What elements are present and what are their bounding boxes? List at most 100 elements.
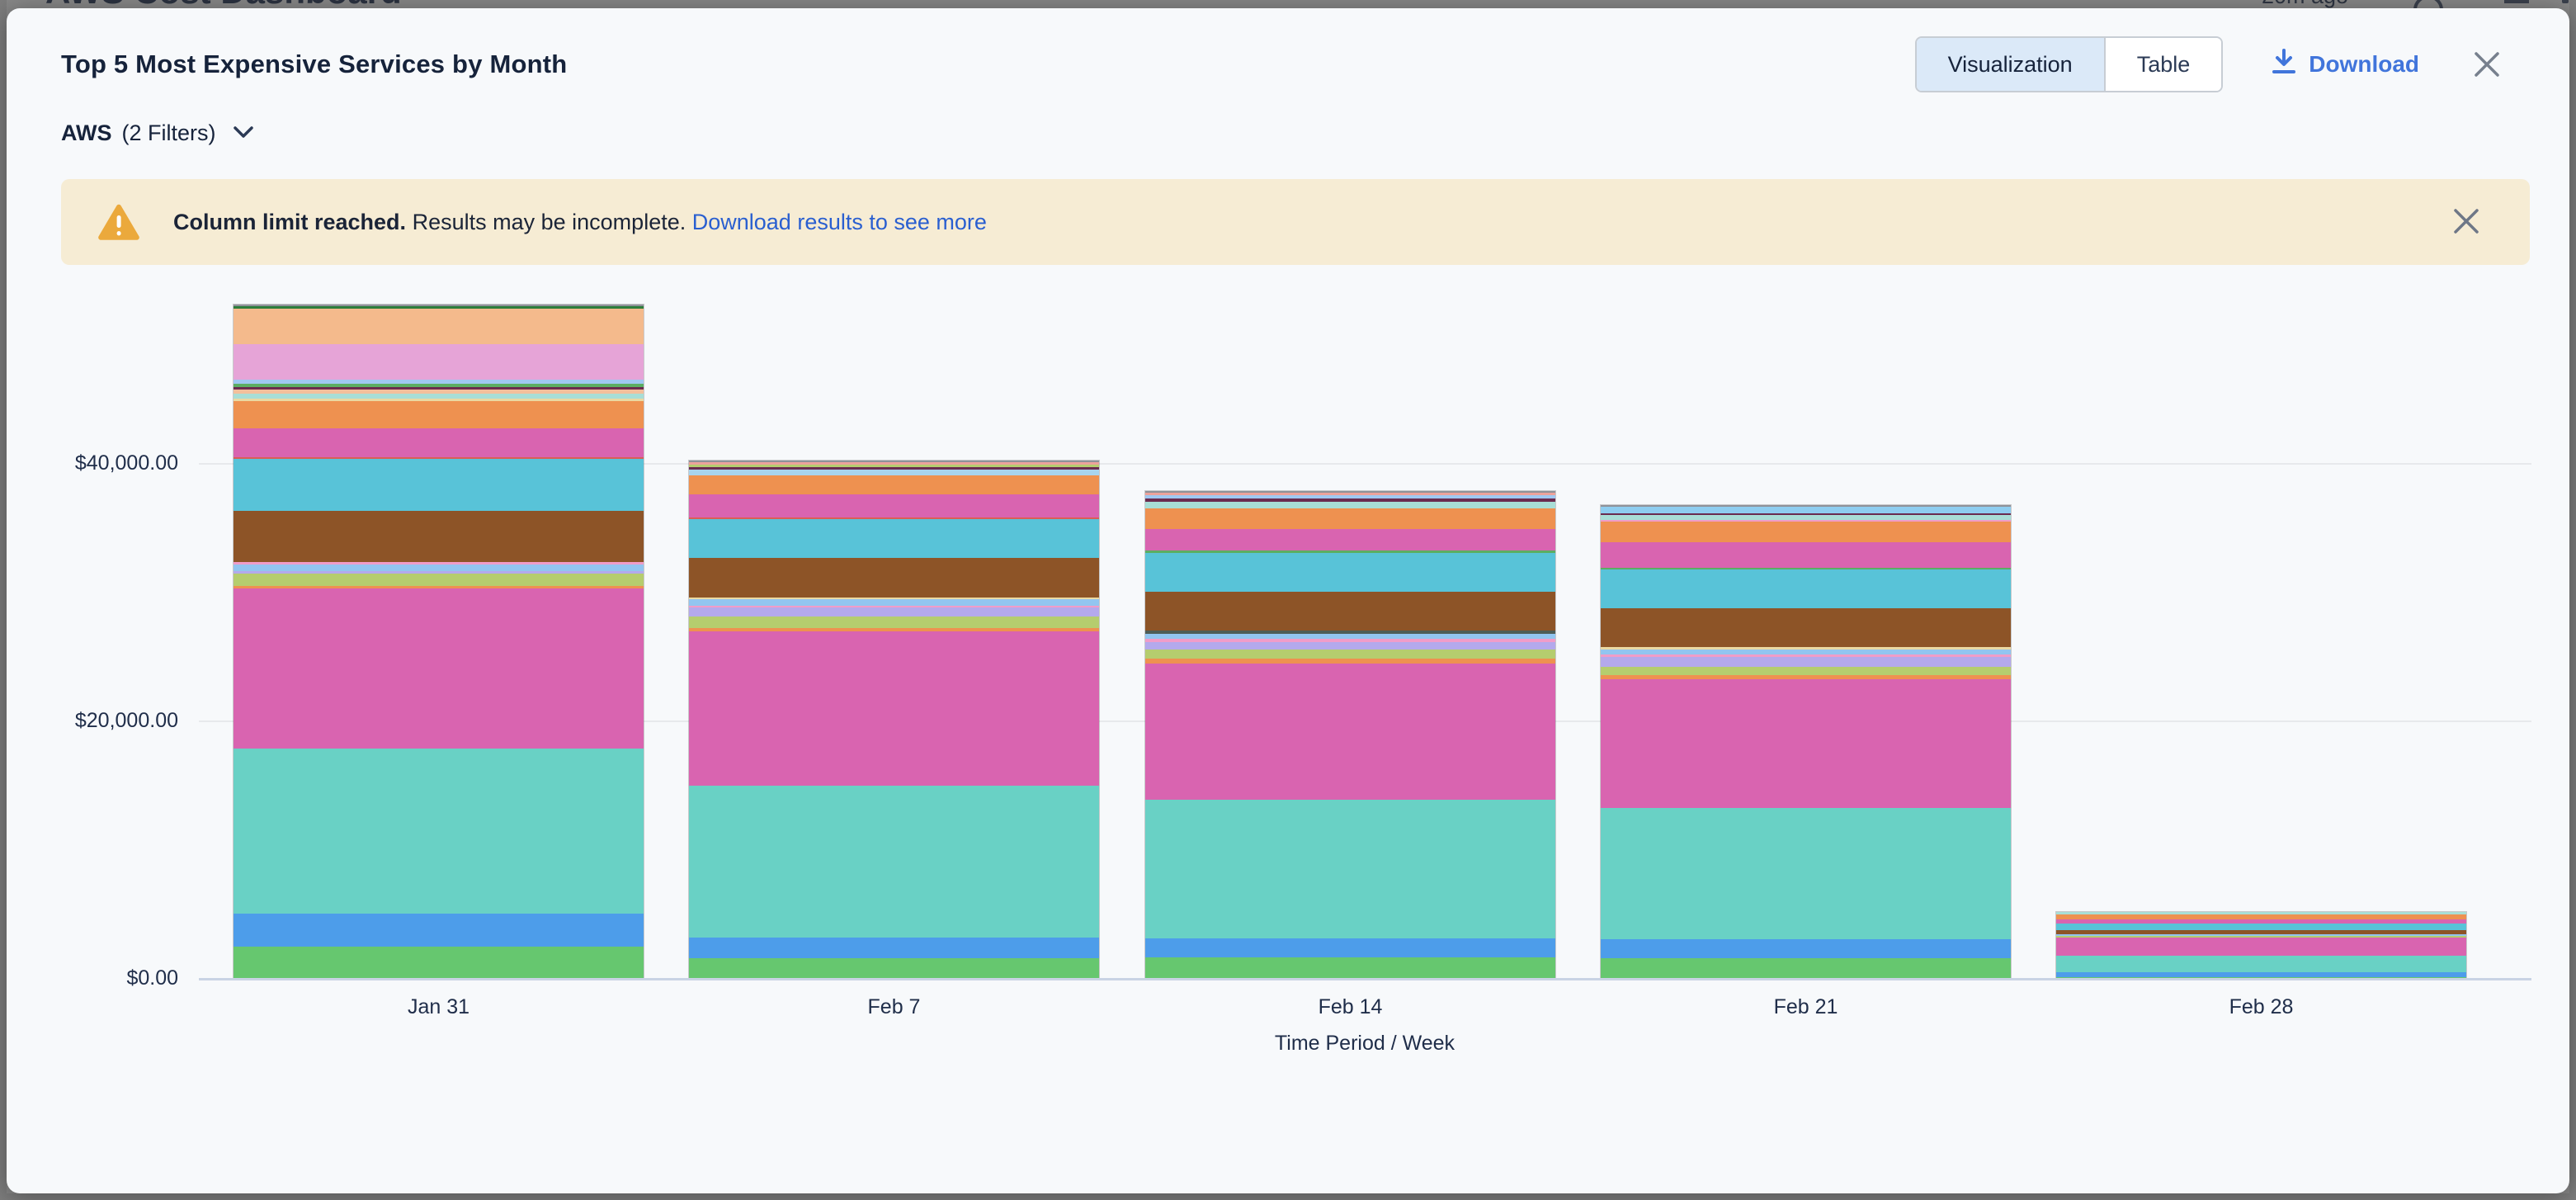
bar-segment[interactable] — [234, 574, 644, 586]
bar-segment[interactable] — [234, 749, 644, 914]
bar-segment[interactable] — [1601, 667, 2011, 675]
bar-segment[interactable] — [689, 607, 1099, 617]
bar-segment[interactable] — [234, 384, 644, 387]
bar-segment[interactable] — [689, 617, 1099, 628]
bar-segment[interactable] — [1145, 664, 1555, 800]
bar-segment[interactable] — [1145, 553, 1555, 592]
bar-segment[interactable] — [1601, 542, 2011, 568]
bar-segment[interactable] — [234, 565, 644, 571]
bar-segment[interactable] — [234, 387, 644, 390]
bar-segment[interactable] — [1601, 505, 2011, 507]
bar-segment[interactable] — [689, 462, 1099, 465]
bar-segment[interactable] — [689, 465, 1099, 467]
bar-segment[interactable] — [1145, 550, 1555, 553]
bar-segment[interactable] — [1145, 957, 1555, 979]
filter-dropdown[interactable]: AWS (2 Filters) — [61, 120, 256, 146]
bar-segment[interactable] — [1145, 642, 1555, 650]
bar-segment[interactable] — [234, 459, 644, 511]
bar-segment[interactable] — [1601, 569, 2011, 608]
bar-segment[interactable] — [234, 586, 644, 588]
bar-segment[interactable] — [689, 475, 1099, 494]
bar-stack-feb-14[interactable] — [1144, 490, 1556, 980]
bar-segment[interactable] — [1145, 650, 1555, 659]
bar-segment[interactable] — [1145, 800, 1555, 938]
bar-segment[interactable] — [234, 380, 644, 384]
bar-segment[interactable] — [689, 599, 1099, 606]
bar-segment[interactable] — [2056, 914, 2466, 919]
bar-segment[interactable] — [689, 631, 1099, 786]
download-results-link[interactable]: Download results to see more — [691, 209, 987, 234]
bar-segment[interactable] — [1145, 493, 1555, 495]
bar-segment[interactable] — [2056, 924, 2466, 930]
bar-segment[interactable] — [1145, 502, 1555, 508]
bar-segment[interactable] — [234, 457, 644, 459]
bar-segment[interactable] — [234, 401, 644, 428]
bar-segment[interactable] — [1601, 958, 2011, 979]
bar-segment[interactable] — [1145, 631, 1555, 634]
bar-segment[interactable] — [2056, 919, 2466, 924]
bar-segment[interactable] — [689, 598, 1099, 599]
bar-segment[interactable] — [1601, 513, 2011, 515]
download-button[interactable]: Download — [2271, 48, 2419, 82]
bar-segment[interactable] — [689, 494, 1099, 517]
bar-segment[interactable] — [2056, 972, 2466, 977]
bar-segment[interactable] — [1601, 515, 2011, 520]
visualization-tab[interactable]: Visualization — [1916, 38, 2106, 91]
bar-stack-feb-7[interactable] — [688, 460, 1100, 980]
bar-segment[interactable] — [234, 306, 644, 309]
bar-segment[interactable] — [234, 305, 644, 306]
bar-segment[interactable] — [1601, 654, 2011, 657]
bar-segment[interactable] — [689, 517, 1099, 519]
bar-segment[interactable] — [2056, 930, 2466, 934]
bar-segment[interactable] — [2056, 934, 2466, 936]
bar-segment[interactable] — [234, 914, 644, 947]
bar-segment[interactable] — [1145, 634, 1555, 639]
bar-segment[interactable] — [234, 390, 644, 394]
bar-segment[interactable] — [1145, 491, 1555, 493]
bar-segment[interactable] — [234, 571, 644, 574]
bar-segment[interactable] — [1601, 808, 2011, 939]
table-tab[interactable]: Table — [2105, 38, 2222, 91]
bar-segment[interactable] — [1145, 659, 1555, 664]
bar-segment[interactable] — [689, 606, 1099, 607]
bar-segment[interactable] — [689, 628, 1099, 631]
bar-segment[interactable] — [1601, 520, 2011, 522]
bar-segment[interactable] — [1601, 507, 2011, 513]
bar-segment[interactable] — [234, 428, 644, 457]
bar-segment[interactable] — [234, 562, 644, 565]
bar-segment[interactable] — [1145, 495, 1555, 498]
bar-segment[interactable] — [689, 786, 1099, 938]
bar-segment[interactable] — [2056, 936, 2466, 938]
bar-segment[interactable] — [234, 344, 644, 380]
bar-segment[interactable] — [1145, 639, 1555, 642]
bar-segment[interactable] — [1601, 568, 2011, 569]
bar-segment[interactable] — [234, 511, 644, 562]
bar-segment[interactable] — [1145, 498, 1555, 502]
bar-segment[interactable] — [234, 309, 644, 344]
bar-segment[interactable] — [234, 399, 644, 401]
bar-segment[interactable] — [689, 467, 1099, 470]
bar-stack-feb-21[interactable] — [1600, 504, 2012, 980]
bar-segment[interactable] — [689, 461, 1099, 462]
bar-segment[interactable] — [234, 394, 644, 399]
close-icon[interactable] — [2470, 48, 2503, 81]
bar-segment[interactable] — [689, 558, 1099, 598]
bar-segment[interactable] — [1601, 608, 2011, 647]
bar-segment[interactable] — [1601, 522, 2011, 542]
bar-segment[interactable] — [1601, 647, 2011, 650]
bar-segment[interactable] — [689, 470, 1099, 475]
bar-segment[interactable] — [2056, 956, 2466, 972]
banner-close-icon[interactable] — [2451, 206, 2482, 237]
bar-segment[interactable] — [1145, 938, 1555, 957]
bar-segment[interactable] — [689, 938, 1099, 958]
bar-segment[interactable] — [1145, 508, 1555, 529]
bar-segment[interactable] — [689, 519, 1099, 558]
bar-segment[interactable] — [1601, 650, 2011, 654]
bar-segment[interactable] — [234, 588, 644, 749]
bar-segment[interactable] — [1145, 592, 1555, 631]
bar-segment[interactable] — [1601, 657, 2011, 667]
bar-segment[interactable] — [2056, 912, 2466, 914]
bar-segment[interactable] — [689, 958, 1099, 979]
bar-segment[interactable] — [234, 947, 644, 979]
bar-segment[interactable] — [2056, 938, 2466, 956]
